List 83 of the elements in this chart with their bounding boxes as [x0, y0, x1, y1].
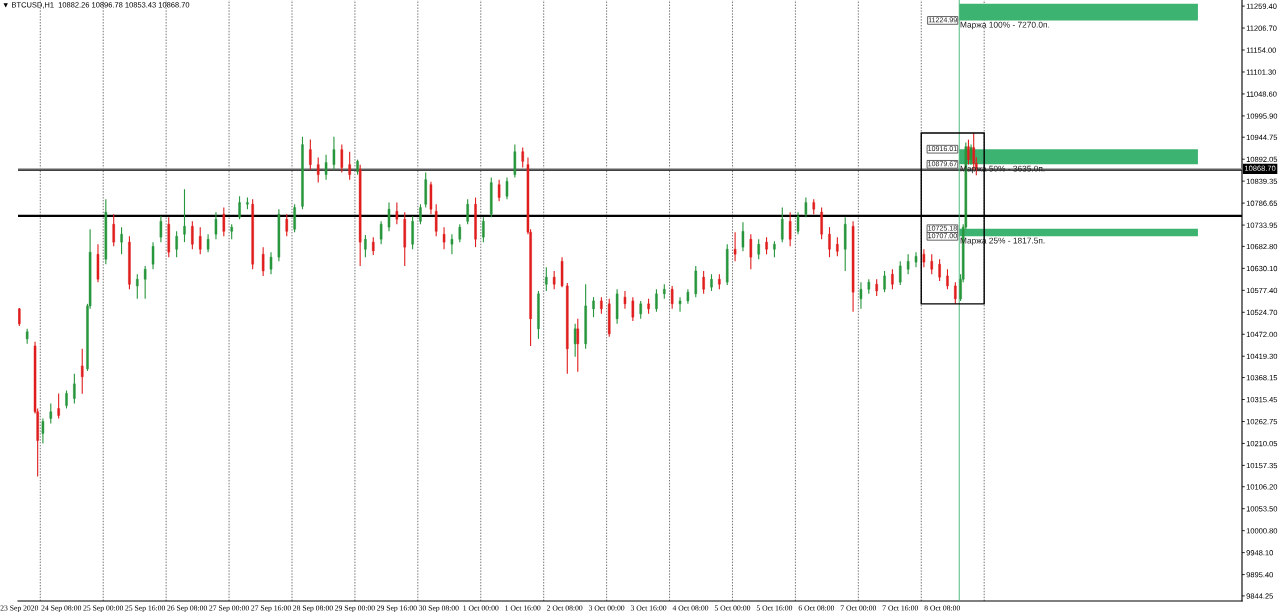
candlestick [781, 207, 784, 243]
candlestick [395, 202, 399, 225]
candlestick [922, 248, 926, 268]
candlestick [954, 281, 957, 305]
candlestick [474, 196, 477, 248]
candlestick [419, 203, 422, 225]
candlestick [573, 323, 577, 358]
candlestick [906, 253, 910, 275]
candlestick [545, 266, 548, 292]
candlestick [788, 211, 792, 247]
candlestick [41, 417, 45, 445]
candlestick [930, 253, 933, 275]
candlestick [293, 203, 296, 233]
candlestick [175, 230, 178, 258]
candlestick [73, 373, 76, 405]
candlestick [710, 273, 713, 292]
candlestick [222, 207, 226, 237]
candlestick [49, 402, 53, 425]
candlestick [387, 202, 391, 232]
candlestick [198, 226, 202, 255]
candlestick [741, 221, 745, 252]
candlestick [309, 139, 312, 171]
candlestick [143, 265, 147, 300]
candlestick [505, 176, 509, 200]
candlestick [466, 198, 469, 225]
candlestick [301, 136, 304, 210]
candlestick [631, 296, 635, 322]
candlestick [702, 270, 705, 295]
candlestick [151, 241, 155, 270]
candlestick [324, 154, 328, 181]
candlestick [914, 251, 918, 268]
candlestick [261, 246, 265, 277]
candlestick [694, 265, 698, 298]
candlestick [112, 213, 115, 247]
candlestick [859, 281, 863, 310]
candlestick [552, 270, 556, 290]
candlestick [57, 392, 60, 420]
candlestick [364, 234, 367, 258]
candlestick [183, 188, 186, 243]
candlestick [497, 179, 501, 202]
candlestick [946, 268, 949, 290]
candlestick [379, 220, 383, 245]
candlestick [136, 273, 139, 300]
band-label: Маржа 50% - 3635.0п. [960, 165, 1045, 174]
candlestick [820, 207, 823, 240]
candlestick [836, 236, 839, 257]
candlestick [442, 226, 446, 250]
candlestick [757, 238, 760, 260]
candlestick [899, 260, 902, 286]
candlestick [159, 215, 163, 243]
candlestick [269, 251, 273, 275]
candlestick [804, 196, 808, 218]
candlestick [348, 151, 351, 181]
candlestick [411, 215, 414, 250]
candlestick [796, 211, 800, 235]
candlestick [655, 288, 658, 313]
candlestick [482, 216, 485, 243]
candlestick [332, 136, 336, 171]
candlestick [678, 296, 682, 313]
candlestick [733, 231, 737, 262]
candlestick [80, 348, 84, 395]
candlestick [450, 233, 454, 255]
candlestick [434, 203, 438, 237]
candlestick [191, 220, 194, 250]
candlestick [670, 285, 674, 310]
candlestick [576, 318, 580, 373]
candlestick [938, 258, 941, 282]
candlestick [623, 290, 627, 310]
candlestick [285, 213, 289, 237]
candlestick [316, 156, 320, 184]
candlestick [513, 144, 517, 179]
candlestick [749, 233, 753, 270]
candlestick [214, 211, 218, 240]
candlestick [120, 226, 123, 255]
candlestick [828, 226, 831, 258]
candlestick [883, 270, 886, 293]
candlestick [340, 144, 344, 174]
candlestick [521, 146, 524, 169]
candlestick [592, 296, 595, 318]
candlestick [65, 389, 68, 410]
candlestick [238, 195, 241, 220]
band-label: Маржа 100% - 7270.0п. [960, 21, 1050, 30]
candlestick [891, 268, 894, 290]
